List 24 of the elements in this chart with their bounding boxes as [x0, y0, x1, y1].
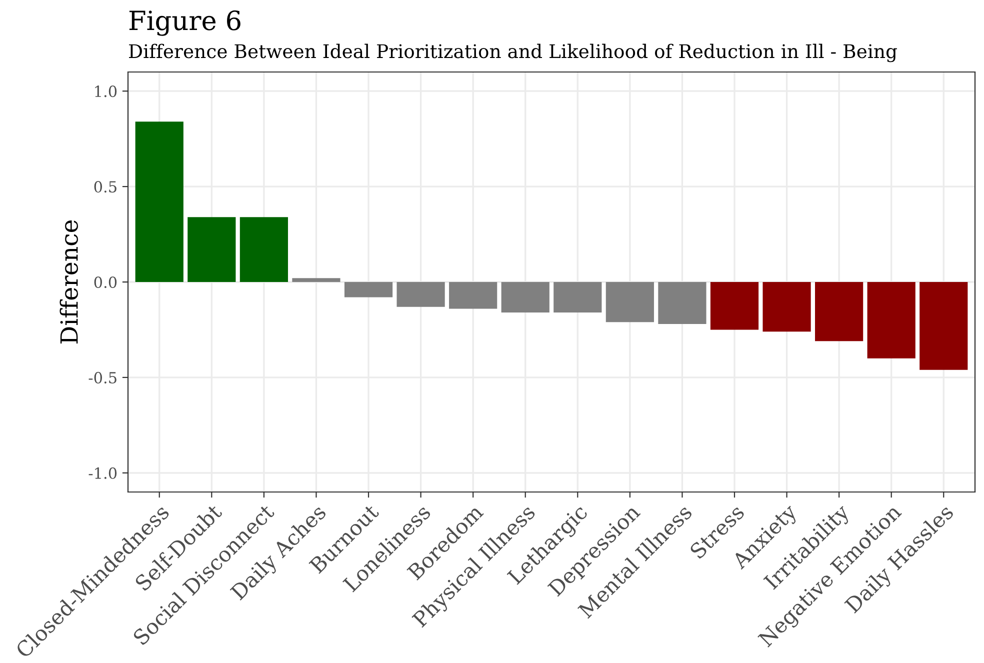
bar: [867, 282, 916, 358]
bar: [449, 282, 498, 309]
bar: [920, 282, 968, 370]
chart-subtitle: Difference Between Ideal Prioritization and Likelihood of Reduction in Ill - Being: [129, 44, 897, 62]
bar: [554, 282, 602, 313]
bar: [292, 278, 340, 282]
bar: [188, 217, 236, 282]
y-tick-label: 0.5: [94, 181, 116, 193]
bar: [815, 282, 864, 342]
bar: [762, 282, 811, 332]
bar: [344, 282, 393, 298]
y-axis-title: Difference: [60, 220, 78, 344]
y-tick-label: 0.0: [94, 276, 117, 288]
bar: [135, 122, 184, 282]
y-tick-label: -0.5: [88, 372, 116, 384]
y-tick-label: 1.0: [95, 86, 117, 98]
y-tick-label: -1.0: [88, 467, 117, 479]
bar: [240, 217, 288, 282]
bar: [501, 282, 550, 313]
bar: [606, 282, 654, 322]
bar: [396, 282, 445, 307]
chart-title: Figure 6: [129, 10, 240, 36]
bar: [710, 282, 759, 330]
bar: [658, 282, 706, 324]
